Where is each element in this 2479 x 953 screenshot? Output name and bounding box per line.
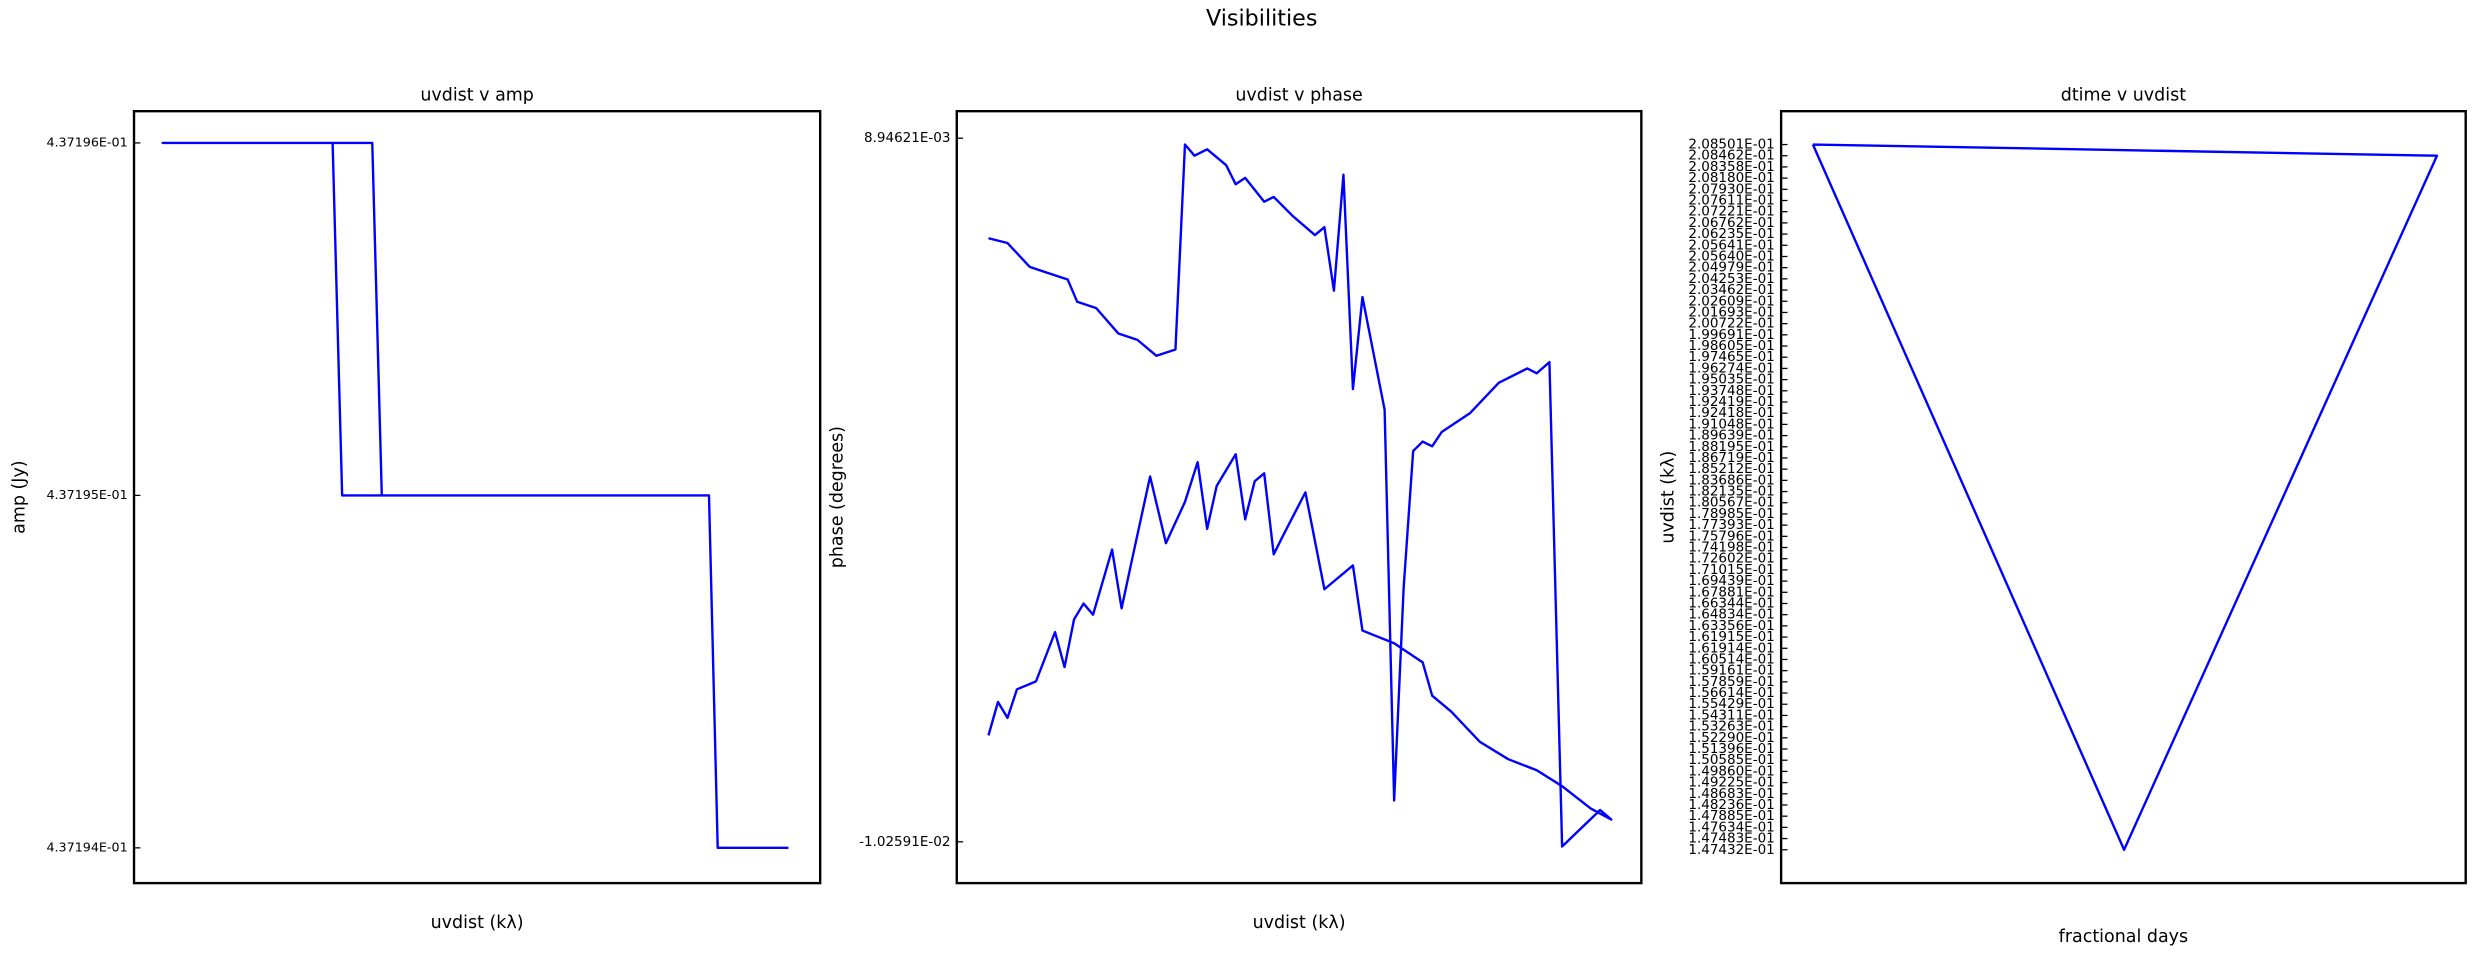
y-tick-label: 2.05640E-01 (1688, 248, 1774, 264)
y-tick-label: 1.52290E-01 (1688, 730, 1774, 746)
y-tick-label: 1.98605E-01 (1688, 338, 1774, 354)
data-line (987, 143, 1613, 848)
y-tick-label: 1.64834E-01 (1688, 607, 1774, 623)
y-tick-label: 1.97465E-01 (1688, 349, 1774, 365)
y-tick-label: 1.89639E-01 (1688, 428, 1774, 444)
x-axis-label: fractional days (2059, 927, 2188, 947)
y-tick-label: 1.55429E-01 (1688, 696, 1774, 712)
y-tick-label: 2.00722E-01 (1688, 316, 1774, 332)
y-tick-label: 1.49225E-01 (1688, 775, 1774, 791)
y-tick-label: 2.08180E-01 (1688, 170, 1774, 186)
y-tick-label: 1.61914E-01 (1688, 640, 1774, 656)
y-tick-label: 1.91048E-01 (1688, 416, 1774, 432)
y-tick-label: 1.57859E-01 (1688, 674, 1774, 690)
y-tick-label: 1.83686E-01 (1688, 472, 1774, 488)
y-tick-label: 2.06235E-01 (1688, 226, 1774, 242)
y-tick-label: 2.01693E-01 (1688, 304, 1774, 320)
y-tick-label: 1.63356E-01 (1688, 618, 1774, 634)
y-tick-label: 1.96274E-01 (1688, 360, 1774, 376)
y-tick-label: 1.48683E-01 (1688, 786, 1774, 802)
y-tick-label: 4.37195E-01 (46, 487, 127, 502)
y-tick-label: 2.04979E-01 (1688, 260, 1774, 276)
y-tick-label: 2.02609E-01 (1688, 293, 1774, 309)
panel-title: uvdist v amp (420, 85, 534, 105)
y-tick-label: 2.08462E-01 (1688, 148, 1774, 164)
y-tick-label: 1.77393E-01 (1688, 517, 1774, 533)
y-tick-label: 1.61915E-01 (1688, 629, 1774, 645)
y-tick-label: 2.07611E-01 (1688, 193, 1774, 209)
plot-frame (132, 109, 822, 885)
panel-title: dtime v uvdist (2061, 85, 2186, 105)
y-tick-label: 4.37196E-01 (46, 134, 127, 149)
figure-title: Visibilities (1206, 6, 1317, 32)
y-tick-label: 1.88195E-01 (1688, 439, 1774, 455)
y-tick-label: 1.95035E-01 (1688, 372, 1774, 388)
panel-title: uvdist v phase (1235, 85, 1362, 105)
y-tick-label: 1.56614E-01 (1688, 685, 1774, 701)
y-tick-label: 8.94621E-03 (864, 130, 950, 146)
y-tick-label: 1.47885E-01 (1688, 808, 1774, 824)
y-tick-label: 2.04253E-01 (1688, 271, 1774, 287)
y-tick-label: 2.06762E-01 (1688, 215, 1774, 231)
plot-frame (955, 109, 1643, 885)
y-tick-label: 1.75796E-01 (1688, 528, 1774, 544)
data-line (161, 141, 789, 850)
y-tick-label: 1.69439E-01 (1688, 573, 1774, 589)
y-tick-label: 1.78985E-01 (1688, 506, 1774, 522)
y-tick-label: 1.60514E-01 (1688, 651, 1774, 667)
y-tick-label: 2.08501E-01 (1688, 137, 1774, 153)
y-tick-label: 1.93748E-01 (1688, 383, 1774, 399)
y-tick-label: -1.02591E-02 (859, 834, 950, 850)
plot-frame (1779, 109, 2467, 885)
y-tick-label: 2.08358E-01 (1688, 159, 1774, 175)
y-tick-label: 1.72602E-01 (1688, 551, 1774, 567)
y-tick-label: 2.07930E-01 (1688, 181, 1774, 197)
y-tick-label: 1.99691E-01 (1688, 327, 1774, 343)
y-tick-label: 1.92419E-01 (1688, 394, 1774, 410)
data-line (1811, 143, 2439, 851)
y-tick-label: 1.82135E-01 (1688, 484, 1774, 500)
y-tick-label: 1.67881E-01 (1688, 584, 1774, 600)
y-tick-label: 1.54311E-01 (1688, 707, 1774, 723)
y-tick-label: 1.80567E-01 (1688, 495, 1774, 511)
y-tick-label: 2.05641E-01 (1688, 237, 1774, 253)
y-tick-label: 1.66344E-01 (1688, 595, 1774, 611)
y-tick-label: 1.50585E-01 (1688, 752, 1774, 768)
y-tick-label: 1.51396E-01 (1688, 741, 1774, 757)
y-tick-label: 1.92418E-01 (1688, 405, 1774, 421)
y-tick-label: 1.47634E-01 (1688, 819, 1774, 835)
y-axis-label: uvdist (kλ) (1658, 451, 1678, 544)
y-tick-label: 1.47483E-01 (1688, 831, 1774, 847)
y-tick-label: 1.71015E-01 (1688, 562, 1774, 578)
y-axis-label: phase (degrees) (828, 426, 848, 568)
y-tick-label: 1.53263E-01 (1688, 719, 1774, 735)
y-tick-label: 1.85212E-01 (1688, 461, 1774, 477)
x-axis-label: uvdist (kλ) (1253, 913, 1346, 933)
y-tick-label: 1.74198E-01 (1688, 540, 1774, 556)
x-axis-label: uvdist (kλ) (431, 913, 524, 933)
y-tick-label: 2.03462E-01 (1688, 282, 1774, 298)
y-tick-label: 1.49860E-01 (1688, 763, 1774, 779)
y-tick-label: 1.86719E-01 (1688, 450, 1774, 466)
y-tick-label: 1.59161E-01 (1688, 663, 1774, 679)
y-tick-label: 1.48236E-01 (1688, 797, 1774, 813)
y-tick-label: 2.07221E-01 (1688, 204, 1774, 220)
y-axis-label: amp (Jy) (10, 460, 30, 533)
y-tick-label: 4.37194E-01 (46, 839, 127, 854)
y-tick-label: 1.47432E-01 (1688, 842, 1774, 858)
